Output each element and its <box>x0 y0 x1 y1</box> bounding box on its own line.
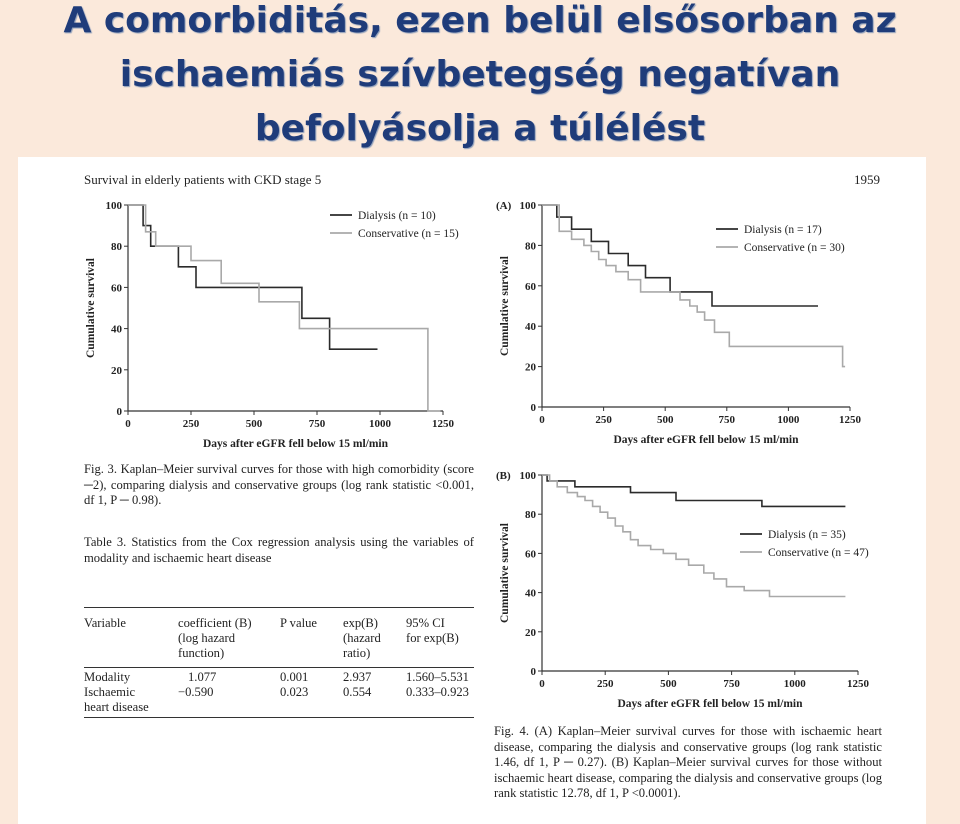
chart1-y-tick-label: 80 <box>111 241 123 253</box>
chart2-series-conservative-line <box>542 204 846 368</box>
chart3-x-tick-label: 250 <box>597 678 614 690</box>
table-cell-r0-variable: Modality <box>84 670 131 684</box>
chart3-y-tick-label: 20 <box>525 627 537 639</box>
chart3-legend-label-dialysis: Dialysis (n = 35) <box>768 529 846 541</box>
chart3-x-tick-label: 750 <box>723 678 740 690</box>
chart2-y-tick-label: 20 <box>525 362 537 374</box>
chart2-y-tick-label: 0 <box>531 402 537 414</box>
chart1-y-tick-label: 40 <box>111 324 123 336</box>
table-rule-mid <box>84 667 474 668</box>
chart1-y-tick-label: 100 <box>106 200 123 212</box>
table-cell-r0-pvalue: 0.001 <box>280 670 309 684</box>
table-cell-r0-coefficient: 1.077 <box>188 670 217 684</box>
table-cell-r0-expb: 2.937 <box>343 670 372 684</box>
page-header: Survival in elderly patients with CKD st… <box>84 172 322 187</box>
chart1-series-conservative-line <box>128 204 441 412</box>
table-cell-r0-ci: 1.560–5.531 <box>406 670 469 684</box>
chart3-series-dialysis-line <box>542 474 846 508</box>
chart2-legend-label-conservative: Conservative (n = 30) <box>744 242 845 254</box>
chart1-y-tick-label: 0 <box>117 406 123 418</box>
chart3-y-tick-label: 60 <box>525 548 537 560</box>
fig4-caption: Fig. 4. (A) Kaplan–Meier survival curves… <box>494 724 882 800</box>
table-cell-r1-coefficient: −0.590 <box>178 685 214 699</box>
chart3-x-axis-title: Days after eGFR fell below 15 ml/min <box>617 698 803 710</box>
chart2-panel-label: (A) <box>496 200 512 212</box>
table-header-coefficient: coefficient (B) (log hazard function) <box>178 616 252 660</box>
chart3-x-tick-label: 500 <box>660 678 677 690</box>
chart3-y-axis-title: Cumulative survival <box>499 523 511 623</box>
table-header-ci: 95% CI for exp(B) <box>406 616 459 645</box>
chart3-series-conservative-line <box>542 474 846 598</box>
chart2-x-tick-label: 0 <box>539 414 545 426</box>
table-cell-r1-pvalue: 0.023 <box>280 685 309 699</box>
chart2-legend-label-dialysis: Dialysis (n = 17) <box>744 224 822 236</box>
chart2-y-tick-label: 40 <box>525 321 537 333</box>
table-title: Table 3. Statistics from the Cox regress… <box>84 535 474 565</box>
chart2-x-tick-label: 500 <box>657 414 674 426</box>
chart1-x-tick-label: 1250 <box>432 418 455 430</box>
chart3-y-tick-label: 100 <box>520 470 537 482</box>
chart1-x-tick-label: 500 <box>246 418 263 430</box>
chart1-y-tick-label: 60 <box>111 282 123 294</box>
chart1-x-tick-label: 750 <box>309 418 326 430</box>
chart2-series-dialysis-line <box>542 204 818 307</box>
chart2-x-tick-label: 1250 <box>839 414 862 426</box>
chart2-y-tick-label: 100 <box>520 200 537 212</box>
table-header-expb: exp(B) (hazard ratio) <box>343 616 381 660</box>
chart1-x-tick-label: 0 <box>125 418 131 430</box>
chart3-x-tick-label: 0 <box>539 678 545 690</box>
table-header-pvalue: P value <box>280 616 317 630</box>
chart3-x-tick-label: 1250 <box>847 678 870 690</box>
chart3-legend-label-conservative: Conservative (n = 47) <box>768 547 869 559</box>
table-cell-r1-expb: 0.554 <box>343 685 372 699</box>
chart2-y-tick-label: 80 <box>525 240 537 252</box>
table-cell-r1-variable: Ischaemic heart disease <box>84 685 149 714</box>
chart1-y-tick-label: 20 <box>111 365 123 377</box>
journal-figure: 0 250 500 750 1000 1250 0 20 40 60 80 100 Days after… <box>18 157 926 824</box>
table-cell-r1-ci: 0.333–0.923 <box>406 685 469 699</box>
table-rule-top <box>84 607 474 608</box>
chart2-x-tick-label: 250 <box>595 414 612 426</box>
page-number: 1959 <box>854 172 880 187</box>
chart1-x-tick-label: 1000 <box>369 418 392 430</box>
chart1-legend-label-conservative: Conservative (n = 15) <box>358 228 459 240</box>
table-header-variable: Variable <box>84 616 126 630</box>
chart2-y-axis-title: Cumulative survival <box>499 256 511 356</box>
table-rule-bottom <box>84 717 474 718</box>
chart1-x-axis-title: Days after eGFR fell below 15 ml/min <box>203 438 389 450</box>
chart1-series-dialysis-line <box>128 204 378 350</box>
chart2-x-tick-label: 750 <box>719 414 736 426</box>
chart3-x-tick-label: 1000 <box>784 678 807 690</box>
chart3-y-tick-label: 40 <box>525 588 537 600</box>
chart1-x-tick-label: 250 <box>183 418 200 430</box>
chart2-x-axis-title: Days after eGFR fell below 15 ml/min <box>613 434 799 446</box>
chart2-y-tick-label: 60 <box>525 281 537 293</box>
chart3-y-tick-label: 0 <box>531 666 537 678</box>
chart1-legend-label-dialysis: Dialysis (n = 10) <box>358 210 436 222</box>
fig3-caption: Fig. 3. Kaplan–Meier survival curves for… <box>84 462 474 507</box>
chart1-y-axis-title: Cumulative survival <box>85 258 97 358</box>
chart3-y-tick-label: 80 <box>525 509 537 521</box>
chart3-panel-label: (B) <box>496 470 511 482</box>
chart2-x-tick-label: 1000 <box>777 414 800 426</box>
slide-title: A comorbiditás, ezen belül elsősorban az… <box>63 0 897 149</box>
